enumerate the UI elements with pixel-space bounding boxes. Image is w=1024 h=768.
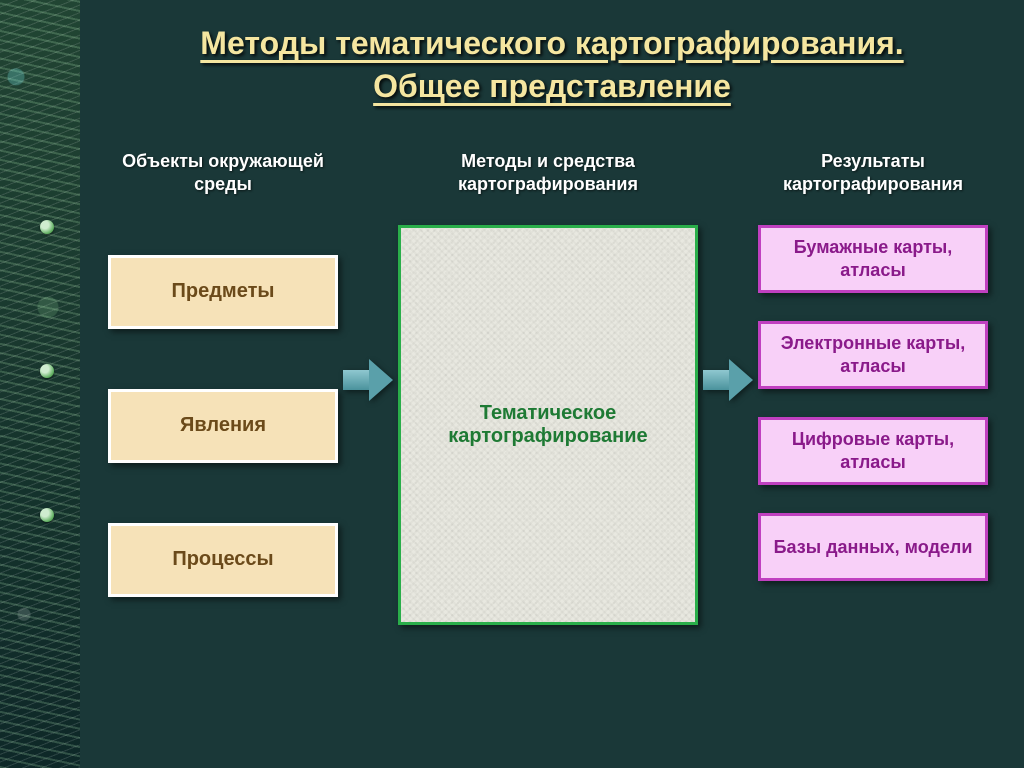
center-panel-label: Тематическое картографирование xyxy=(411,402,685,448)
col-center: Методы и средства картографирования Тема… xyxy=(398,150,698,625)
right-box-1: Электронные карты, атласы xyxy=(758,321,988,389)
right-box-0-label: Бумажные карты, атласы xyxy=(769,236,977,281)
right-box-0: Бумажные карты, атласы xyxy=(758,225,988,293)
right-box-2-label: Цифровые карты, атласы xyxy=(769,428,977,473)
right-box-stack: Бумажные карты, атласы Электронные карты… xyxy=(758,225,988,581)
col-right: Результаты картографирования Бумажные ка… xyxy=(758,150,988,581)
left-box-stack: Предметы Явления Процессы xyxy=(108,255,338,597)
arrow-left-to-center xyxy=(338,150,398,610)
left-box-0-label: Предметы xyxy=(172,279,275,304)
left-box-2-label: Процессы xyxy=(172,547,273,572)
right-box-2: Цифровые карты, атласы xyxy=(758,417,988,485)
left-box-2: Процессы xyxy=(108,523,338,597)
slide-bullet-decor xyxy=(40,220,54,522)
col-right-header: Результаты картографирования xyxy=(758,150,988,197)
arrow-icon xyxy=(343,359,393,401)
title-line-1: Методы тематического картографирования. xyxy=(200,25,903,61)
slide: Методы тематического картографирования. … xyxy=(80,0,1024,768)
right-box-3-label: Базы данных, модели xyxy=(774,536,973,559)
left-box-0: Предметы xyxy=(108,255,338,329)
col-left-header: Объекты окружающей среды xyxy=(108,150,338,197)
right-box-1-label: Электронные карты, атласы xyxy=(769,332,977,377)
col-left: Объекты окружающей среды Предметы Явлени… xyxy=(108,150,338,597)
arrow-center-to-right xyxy=(698,150,758,610)
right-box-3: Базы данных, модели xyxy=(758,513,988,581)
center-panel: Тематическое картографирование xyxy=(398,225,698,625)
title-line-2: Общее представление xyxy=(373,68,731,104)
left-box-1: Явления xyxy=(108,389,338,463)
arrow-icon xyxy=(703,359,753,401)
col-center-header: Методы и средства картографирования xyxy=(398,150,698,197)
diagram-grid: Объекты окружающей среды Предметы Явлени… xyxy=(108,150,996,748)
left-box-1-label: Явления xyxy=(180,413,266,438)
slide-title: Методы тематического картографирования. … xyxy=(108,22,996,108)
